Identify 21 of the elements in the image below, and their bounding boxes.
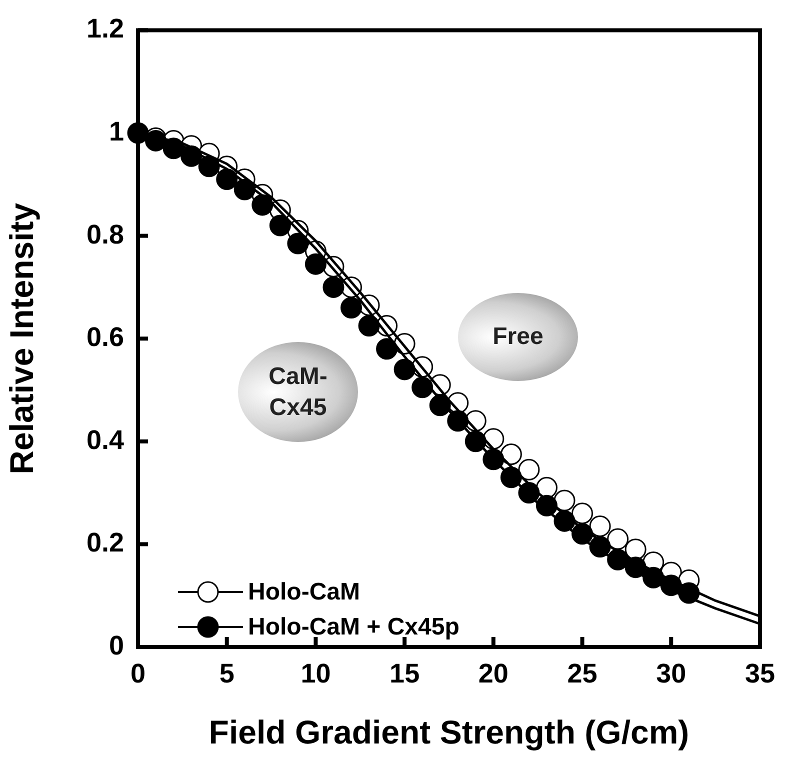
x-tick-label: 5 <box>219 658 234 689</box>
x-tick-label: 35 <box>744 658 776 689</box>
y-tick-label: 0.8 <box>86 219 124 250</box>
x-axis-title: Field Gradient Strength (G/cm) <box>208 713 690 750</box>
y-tick-label: 0 <box>108 630 124 660</box>
y-tick-label: 1 <box>108 116 124 146</box>
x-tick-label: 15 <box>390 658 420 689</box>
x-tick-label: 30 <box>656 658 686 689</box>
y-tick-label: 0.4 <box>86 424 124 455</box>
x-tick-label: 20 <box>478 658 508 689</box>
shaded-ellipse: CaM- Cx45 <box>238 342 358 442</box>
y-tick-label: 0.2 <box>86 528 124 558</box>
legend-label: Holo-CaM <box>248 578 360 606</box>
legend-label: Holo-CaM + Cx45p <box>248 614 460 641</box>
y-axis-title: Relative Intensity <box>2 202 40 474</box>
x-tick-label: 25 <box>567 658 598 689</box>
x-tick-label: 0 <box>130 658 146 689</box>
y-tick-label: 0.6 <box>86 322 124 352</box>
x-tick-label: 10 <box>300 658 331 689</box>
shaded-ellipse: Free <box>458 293 578 381</box>
y-tick-label: 1.2 <box>86 14 124 44</box>
